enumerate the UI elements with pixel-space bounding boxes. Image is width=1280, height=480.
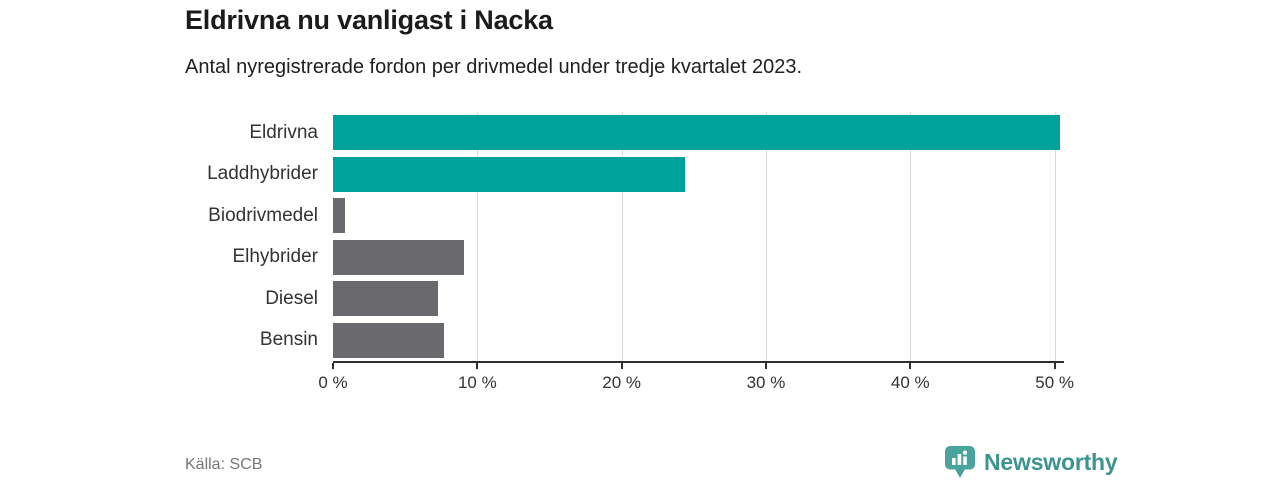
axis-tick — [620, 363, 623, 369]
category-label: Eldrivna — [249, 121, 318, 143]
chart-title: Eldrivna nu vanligast i Nacka — [185, 5, 553, 35]
gridline — [477, 112, 479, 361]
category-label: Bensin — [259, 329, 318, 351]
x-tick-label: 0 % — [318, 373, 348, 392]
x-tick-label: 30 % — [746, 373, 786, 392]
category-label: Elhybrider — [232, 246, 318, 268]
chart-subtitle: Antal nyregistrerade fordon per drivmede… — [185, 56, 803, 78]
source-note: Källa: SCB — [185, 456, 263, 473]
newsworthy-logo[interactable]: Newsworthy — [944, 445, 1118, 479]
x-tick-label: 10 % — [457, 373, 497, 392]
bar-row: Eldrivna — [249, 112, 1064, 154]
x-axis-line — [333, 361, 1064, 363]
bar-chart-plot-area: 0 % 10 % 20 % 30 % 40 % 50 % Eldrivna Laddhybri… — [207, 112, 1074, 392]
x-tick-label: 20 % — [602, 373, 642, 392]
bar-biodrivmedel — [333, 198, 345, 233]
bar-bensin — [333, 322, 445, 358]
newsworthy-logo-text: Newsworthy — [984, 448, 1118, 475]
bar-eldrivna — [333, 115, 1061, 150]
bar-row: Elhybrider — [232, 237, 1064, 279]
bar-diesel — [333, 281, 439, 316]
x-tick-label: 40 % — [890, 373, 930, 392]
axis-tick — [332, 363, 334, 369]
axis-tick — [764, 363, 767, 369]
bar-chart-pin-icon — [944, 445, 976, 479]
bar-row: Bensin — [260, 320, 1064, 362]
category-label: Biodrivmedel — [208, 204, 318, 226]
category-label: Diesel — [265, 287, 318, 309]
axis-tick — [1053, 363, 1056, 369]
x-tick-label: 50 % — [1035, 373, 1074, 392]
gridline — [1054, 112, 1056, 361]
gridline — [765, 112, 767, 361]
bar-elhybrider — [333, 239, 465, 275]
bar-row: Biodrivmedel — [208, 195, 1064, 237]
axis-tick — [909, 363, 912, 369]
gridline — [621, 112, 623, 361]
bar-row: Laddhybrider — [207, 154, 1064, 196]
bar-row: Diesel — [265, 278, 1064, 320]
bar-laddhybrider — [333, 156, 686, 192]
axis-tick — [476, 363, 479, 369]
category-label: Laddhybrider — [207, 163, 318, 185]
gridline — [910, 112, 912, 361]
